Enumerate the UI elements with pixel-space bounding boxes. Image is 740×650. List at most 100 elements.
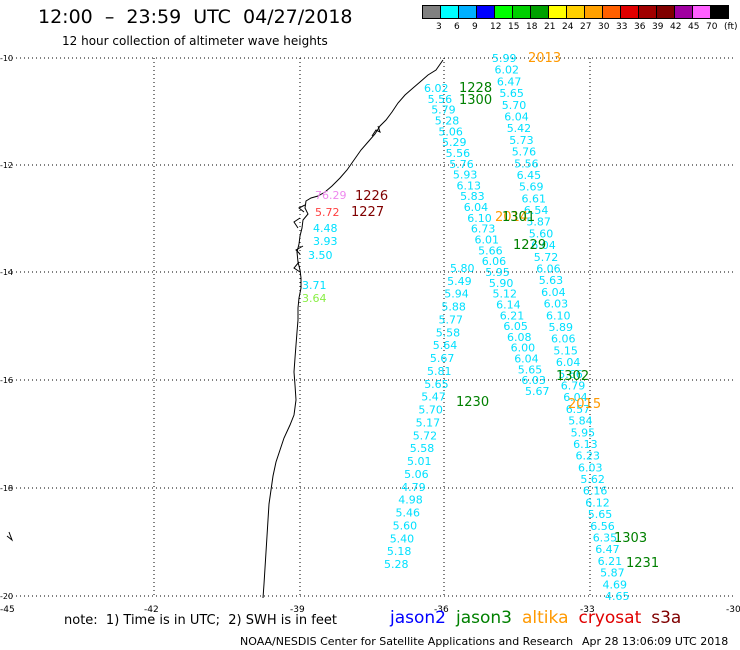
- wave-height-value: 6.06: [536, 263, 561, 276]
- wave-height-value: 5.72: [534, 251, 559, 264]
- coastline: [262, 59, 444, 599]
- wave-height-value: 5.87: [600, 567, 625, 580]
- wave-height-value: 6.04: [556, 356, 581, 369]
- wave-height-value: 3.50: [308, 249, 333, 262]
- wave-height-value: 4.79: [401, 481, 426, 494]
- lat-label: -10: [0, 54, 13, 63]
- wave-height-value: 5.49: [447, 275, 472, 288]
- wave-height-value: 6.61: [522, 192, 547, 205]
- wave-height-value: 5.95: [485, 266, 510, 279]
- wave-height-value: 6.04: [541, 286, 566, 299]
- credit-text: NOAA/NESDIS Center for Satellite Applica…: [240, 635, 574, 648]
- pass-time-label: 1226: [355, 189, 388, 204]
- wave-height-value: 6.14: [496, 298, 520, 311]
- wave-height-value: 5.67: [525, 385, 550, 398]
- wave-height-value: 5.95: [571, 426, 596, 439]
- wave-height-value: 5.12: [493, 288, 518, 301]
- wave-height-value: 5.56: [514, 157, 539, 170]
- legend-s3a: s3a: [651, 608, 682, 628]
- map-title: 12:00 – 23:59 UTC 04/27/2018: [38, 6, 353, 28]
- wave-height-values: 5.996.026.475.655.706.045.425.735.765.56…: [302, 52, 630, 603]
- pass-time-label: 2013: [528, 51, 561, 66]
- color-scale-label: 33: [616, 22, 628, 32]
- color-scale-label: 12: [490, 22, 502, 32]
- wave-height-value: 6.01: [475, 234, 500, 247]
- wave-height-value: 5.99: [492, 52, 517, 65]
- wave-height-value: 6.16: [583, 485, 608, 498]
- wave-height-value: 6.06: [551, 333, 576, 346]
- wave-height-value: 5.01: [407, 455, 432, 468]
- pass-time-label: 1228: [459, 81, 492, 96]
- wave-height-value: 6.03: [521, 374, 546, 387]
- wave-height-value: 5.60: [393, 519, 418, 532]
- legend-jason3: jason3: [456, 608, 512, 628]
- wave-height-value: 6.35: [593, 532, 618, 545]
- map-subtitle: 12 hour collection of altimeter wave hei…: [62, 34, 328, 48]
- wave-height-value: 5.64: [433, 339, 458, 352]
- wave-height-value: 5.80: [450, 262, 475, 275]
- wave-height-value: 6.57: [566, 403, 591, 416]
- wave-height-value: 5.90: [489, 277, 514, 290]
- wave-height-value: 5.65: [424, 378, 449, 391]
- wave-height-value: 6.04: [464, 201, 489, 214]
- color-scale-label: 39: [652, 22, 664, 32]
- lon-label: -42: [144, 605, 159, 615]
- wave-height-value: 5.73: [509, 134, 534, 147]
- legend-altika: altika: [522, 608, 569, 628]
- lat-label: -14: [0, 268, 13, 277]
- lon-label: -30: [726, 605, 740, 615]
- wave-height-value: 5.06: [438, 125, 463, 138]
- lat-lon-grid: [8, 57, 736, 597]
- pass-time-label: 1300: [459, 93, 492, 108]
- legend-cryosat: cryosat: [578, 608, 642, 628]
- wave-height-value: 5.76: [512, 146, 537, 159]
- wave-height-value: 5.29: [442, 136, 467, 149]
- color-swatch: [710, 5, 729, 19]
- color-scale-label: 70: [706, 22, 718, 32]
- wave-height-value: 6.02: [424, 82, 449, 95]
- color-scale-label: 15: [508, 22, 520, 32]
- pass-time-label: 1227: [351, 205, 384, 220]
- wave-height-value: 5.06: [404, 468, 429, 481]
- wave-height-value: 6.54: [524, 204, 549, 217]
- wave-height-value: 6.06: [482, 255, 507, 268]
- wave-height-value: 4.48: [313, 222, 338, 235]
- color-scale-label: 24: [562, 22, 574, 32]
- wave-height-value: 5.70: [502, 99, 527, 112]
- wave-height-value: 4.65: [605, 590, 630, 603]
- wave-height-value: 5.89: [549, 321, 574, 334]
- wave-height-value: 6.08: [507, 331, 532, 344]
- wave-height-value: 5.66: [558, 368, 583, 381]
- wave-height-value: 5.72: [315, 206, 340, 219]
- wave-height-value: 3.93: [313, 235, 338, 248]
- wave-height-value: 6.03: [578, 461, 603, 474]
- color-scale-label: 27: [580, 22, 592, 32]
- lon-label: -45: [0, 605, 15, 615]
- pass-time-label: 1302: [556, 369, 589, 384]
- color-scale-label: (ft): [724, 22, 738, 32]
- note-text: note: 1) Time is in UTC; 2) SWH is in fe…: [64, 613, 337, 628]
- wave-height-value: 5.84: [568, 415, 593, 428]
- wave-height-value: 6.04: [504, 111, 529, 124]
- generated-timestamp: Apr 28 13:06:09 UTC 2018: [582, 635, 729, 648]
- wave-height-value: 5.72: [413, 429, 438, 442]
- lon-label: -33: [580, 605, 595, 615]
- pass-time-label: 1301: [502, 210, 535, 225]
- wave-height-value: 5.87: [526, 216, 551, 229]
- wave-height-value: 5.65: [518, 363, 543, 376]
- wave-height-value: 6.05: [503, 320, 528, 333]
- color-scale-label: 42: [670, 22, 682, 32]
- wave-height-value: 5.28: [384, 558, 409, 571]
- wave-height-value: 6.47: [595, 543, 620, 556]
- wave-height-value: 6.12: [585, 496, 610, 509]
- wave-height-value: 5.66: [478, 244, 503, 257]
- wave-height-value: 5.79: [431, 104, 456, 117]
- wave-height-value: 6.02: [495, 64, 520, 77]
- wave-height-value: 5.47: [421, 391, 446, 404]
- wave-height-value: 5.65: [588, 508, 613, 521]
- wave-height-value: 3.64: [302, 292, 327, 305]
- wave-height-value: 5.93: [453, 169, 478, 182]
- lat-label: -18: [0, 484, 13, 493]
- wave-height-value: 6.47: [497, 75, 522, 88]
- wave-height-value: 6.21: [598, 555, 623, 568]
